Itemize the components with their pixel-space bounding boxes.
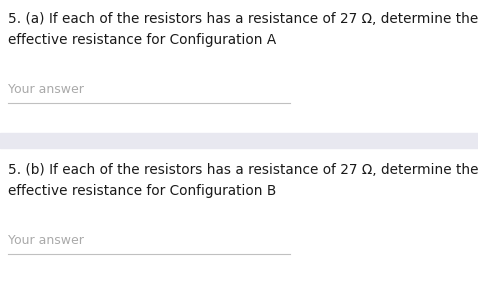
Text: effective resistance for Configuration A: effective resistance for Configuration A	[8, 33, 276, 47]
Bar	[0, 133, 478, 148]
Text: Your answer: Your answer	[8, 83, 84, 96]
Text: 5. (a) If each of the resistors has a resistance of 27 Ω, determine the: 5. (a) If each of the resistors has a re…	[8, 12, 478, 26]
Text: 5. (b) If each of the resistors has a resistance of 27 Ω, determine the: 5. (b) If each of the resistors has a re…	[8, 163, 478, 177]
Text: effective resistance for Configuration B: effective resistance for Configuration B	[8, 184, 276, 198]
Text: Your answer: Your answer	[8, 234, 84, 247]
